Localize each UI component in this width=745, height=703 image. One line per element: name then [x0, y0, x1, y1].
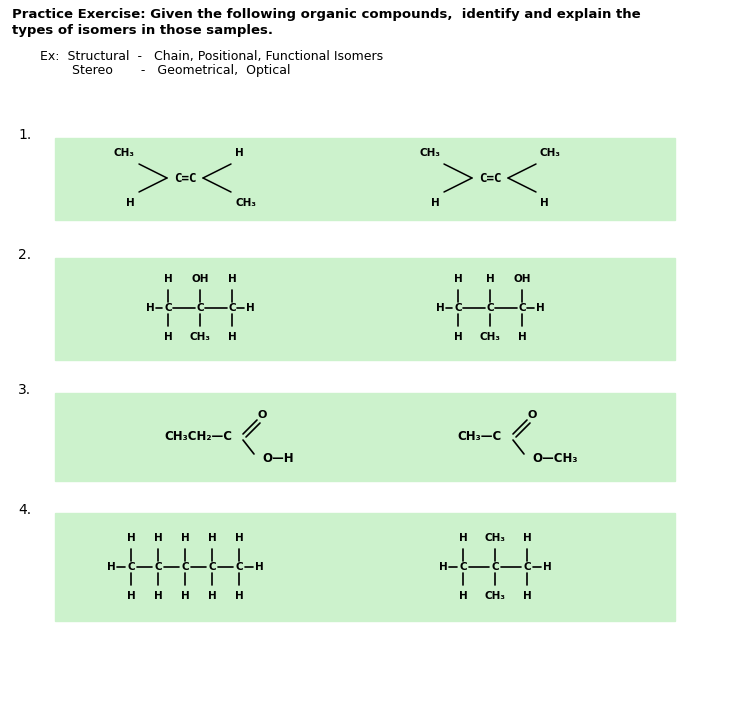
FancyBboxPatch shape	[55, 258, 675, 360]
Text: H: H	[208, 591, 216, 601]
Text: CH₃CH₂—C: CH₃CH₂—C	[164, 430, 232, 444]
Text: C: C	[154, 562, 162, 572]
Text: C: C	[164, 303, 172, 313]
Text: H: H	[127, 591, 136, 601]
Text: C=C: C=C	[174, 172, 196, 184]
Text: H: H	[540, 198, 549, 208]
Text: O: O	[527, 410, 536, 420]
Text: H: H	[255, 562, 264, 572]
Text: H: H	[127, 533, 136, 543]
Text: H: H	[523, 533, 531, 543]
Text: H: H	[523, 591, 531, 601]
Text: C: C	[519, 303, 526, 313]
Text: H: H	[153, 533, 162, 543]
Text: C=C: C=C	[479, 172, 501, 184]
Text: H: H	[180, 591, 189, 601]
Text: O—H: O—H	[262, 453, 294, 465]
Text: H: H	[107, 562, 115, 572]
FancyBboxPatch shape	[55, 393, 675, 481]
Text: C: C	[181, 562, 188, 572]
Text: H: H	[454, 332, 463, 342]
Text: Practice Exercise: Given the following organic compounds,  identify and explain : Practice Exercise: Given the following o…	[12, 8, 641, 21]
Text: H: H	[164, 332, 172, 342]
Text: C: C	[228, 303, 236, 313]
Text: H: H	[246, 303, 254, 313]
Text: Ex:  Structural  -   Chain, Positional, Functional Isomers: Ex: Structural - Chain, Positional, Func…	[40, 50, 383, 63]
Text: C: C	[459, 562, 467, 572]
Text: 1.: 1.	[18, 128, 31, 142]
Text: Stereo       -   Geometrical,  Optical: Stereo - Geometrical, Optical	[40, 64, 291, 77]
Text: CH₃—C: CH₃—C	[457, 430, 502, 444]
Text: C: C	[235, 562, 243, 572]
Text: H: H	[228, 332, 236, 342]
Text: 4.: 4.	[18, 503, 31, 517]
Text: H: H	[126, 198, 135, 208]
Text: types of isomers in those samples.: types of isomers in those samples.	[12, 24, 273, 37]
Text: H: H	[459, 533, 467, 543]
Text: O: O	[257, 410, 267, 420]
Text: H: H	[518, 332, 527, 342]
Text: CH₃: CH₃	[114, 148, 135, 158]
Text: CH₃: CH₃	[419, 148, 440, 158]
Text: H: H	[145, 303, 154, 313]
Text: OH: OH	[513, 274, 530, 284]
Text: H: H	[439, 562, 448, 572]
FancyBboxPatch shape	[55, 138, 675, 220]
Text: C: C	[454, 303, 462, 313]
Text: CH₃: CH₃	[235, 198, 256, 208]
Text: CH₃: CH₃	[480, 332, 501, 342]
Text: CH₃: CH₃	[540, 148, 561, 158]
Text: H: H	[228, 274, 236, 284]
Text: H: H	[235, 148, 244, 158]
Text: H: H	[536, 303, 545, 313]
Text: 3.: 3.	[18, 383, 31, 397]
Text: H: H	[235, 591, 244, 601]
Text: C: C	[127, 562, 135, 572]
Text: 2.: 2.	[18, 248, 31, 262]
FancyBboxPatch shape	[55, 513, 675, 621]
Text: C: C	[491, 562, 499, 572]
Text: C: C	[486, 303, 494, 313]
Text: H: H	[486, 274, 495, 284]
Text: H: H	[459, 591, 467, 601]
Text: CH₃: CH₃	[484, 533, 506, 543]
Text: H: H	[164, 274, 172, 284]
Text: H: H	[542, 562, 551, 572]
Text: H: H	[180, 533, 189, 543]
Text: C: C	[196, 303, 204, 313]
Text: CH₃: CH₃	[189, 332, 211, 342]
Text: H: H	[235, 533, 244, 543]
Text: H: H	[431, 198, 440, 208]
Text: O—CH₃: O—CH₃	[532, 453, 577, 465]
Text: OH: OH	[191, 274, 209, 284]
Text: C: C	[523, 562, 530, 572]
Text: H: H	[436, 303, 444, 313]
Text: CH₃: CH₃	[484, 591, 506, 601]
Text: H: H	[454, 274, 463, 284]
Text: C: C	[208, 562, 216, 572]
Text: H: H	[208, 533, 216, 543]
Text: H: H	[153, 591, 162, 601]
